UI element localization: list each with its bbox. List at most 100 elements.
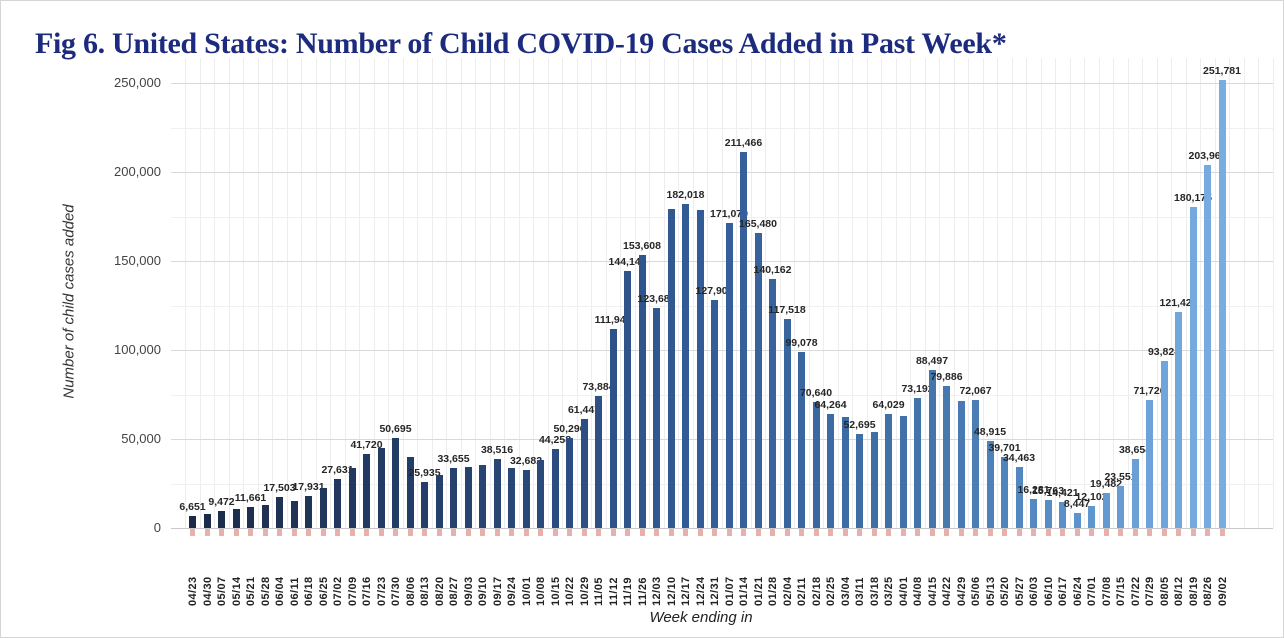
x-tick-label: 05/20 bbox=[999, 576, 1011, 606]
bar-value-label: 38,654 bbox=[1118, 444, 1152, 457]
vertical-gridline bbox=[1040, 58, 1042, 528]
bar-08/06 bbox=[406, 456, 414, 528]
minor-gridline bbox=[171, 305, 1273, 307]
baseline-tick bbox=[755, 529, 761, 536]
vertical-gridline bbox=[1084, 58, 1086, 528]
baseline-tick bbox=[378, 529, 384, 536]
bar-value-label: 70,640 bbox=[799, 387, 833, 400]
baseline-tick bbox=[625, 529, 630, 536]
x-tick-label: 04/08 bbox=[912, 576, 924, 606]
bar-05/07 bbox=[218, 511, 225, 528]
vertical-gridline bbox=[1200, 58, 1202, 528]
baseline-tick bbox=[364, 529, 369, 536]
vertical-gridline bbox=[199, 58, 201, 528]
vertical-gridline bbox=[953, 58, 955, 528]
vertical-gridline bbox=[634, 58, 636, 528]
baseline-tick bbox=[567, 529, 572, 536]
bar-10/01 bbox=[522, 469, 530, 528]
x-tick-label: 03/04 bbox=[839, 576, 852, 606]
bar-value-label: 140,162 bbox=[753, 263, 792, 276]
vertical-gridline bbox=[518, 58, 520, 528]
x-tick-label: 06/17 bbox=[1057, 576, 1069, 606]
x-tick-label: 10/08 bbox=[535, 576, 547, 606]
baseline-tick bbox=[668, 529, 674, 536]
baseline-tick bbox=[1161, 529, 1167, 536]
bar-value-label: 16,281 bbox=[1017, 484, 1050, 497]
x-tick-label: 06/18 bbox=[303, 576, 315, 606]
x-tick-label: 01/21 bbox=[752, 576, 765, 606]
baseline-tick bbox=[929, 529, 935, 536]
x-tick-label: 03/18 bbox=[868, 576, 881, 606]
baseline-tick bbox=[204, 529, 210, 536]
x-tick-label: 07/30 bbox=[390, 576, 402, 606]
x-tick-label: 08/05 bbox=[1158, 576, 1171, 606]
vertical-gridline bbox=[1229, 58, 1231, 528]
baseline-tick bbox=[842, 529, 848, 536]
bar-value-label: 211,466 bbox=[724, 136, 763, 149]
bar-value-label: 182,018 bbox=[666, 189, 705, 201]
baseline-tick bbox=[1176, 529, 1181, 536]
bar-value-label: 12,102 bbox=[1075, 491, 1108, 504]
bar-value-label: 93,824 bbox=[1147, 345, 1181, 358]
vertical-gridline bbox=[939, 58, 941, 528]
major-gridline bbox=[171, 350, 1273, 351]
baseline-tick bbox=[581, 529, 587, 536]
x-axis-line bbox=[171, 528, 1273, 529]
vertical-gridline bbox=[286, 58, 288, 528]
vertical-gridline bbox=[475, 58, 477, 528]
vertical-gridline bbox=[359, 58, 361, 528]
vertical-gridline bbox=[823, 58, 825, 528]
vertical-gridline bbox=[765, 58, 767, 528]
x-tick-label: 11/05 bbox=[593, 577, 605, 606]
baseline-tick bbox=[1089, 529, 1094, 536]
bar-06/11 bbox=[290, 501, 298, 528]
vertical-gridline bbox=[1142, 58, 1144, 528]
vertical-gridline bbox=[620, 58, 622, 528]
bar-value-label: 203,962 bbox=[1188, 149, 1227, 162]
x-tick-label: 09/02 bbox=[1216, 576, 1229, 606]
baseline-tick bbox=[248, 529, 253, 536]
baseline-tick bbox=[886, 529, 891, 536]
baseline-tick bbox=[1031, 529, 1036, 536]
major-gridline bbox=[171, 261, 1273, 262]
bar-value-label: 14,421 bbox=[1046, 487, 1079, 500]
baseline-tick bbox=[697, 529, 703, 536]
bar-04/08 bbox=[914, 397, 921, 528]
bar-08/26 bbox=[1204, 164, 1211, 528]
bar-06/17 bbox=[1059, 502, 1066, 528]
x-tick-label: 09/17 bbox=[491, 576, 504, 606]
bar-10/22 bbox=[566, 438, 573, 528]
baseline-tick bbox=[523, 529, 529, 536]
vertical-gridline bbox=[185, 58, 187, 528]
baseline-tick bbox=[291, 529, 297, 536]
baseline-tick bbox=[552, 529, 558, 536]
vertical-gridline bbox=[1026, 58, 1028, 528]
bar-value-label: 111,945 bbox=[594, 313, 632, 326]
bar-05/27 bbox=[1015, 466, 1023, 528]
bar-value-label: 171,079 bbox=[710, 208, 748, 221]
vertical-gridline bbox=[330, 58, 332, 528]
baseline-tick bbox=[741, 529, 746, 536]
vertical-gridline bbox=[692, 58, 694, 528]
bar-07/23 bbox=[377, 447, 385, 528]
bar-value-label: 180,175 bbox=[1174, 192, 1212, 205]
bar-11/26 bbox=[638, 254, 646, 528]
bar-07/22 bbox=[1131, 459, 1139, 528]
chart-title: Fig 6. United States: Number of Child CO… bbox=[35, 27, 1007, 61]
vertical-gridline bbox=[214, 58, 216, 528]
bar-08/27 bbox=[450, 468, 457, 528]
baseline-tick bbox=[262, 529, 268, 536]
baseline-tick bbox=[335, 529, 340, 536]
bar-12/03 bbox=[653, 307, 660, 528]
x-tick-label: 05/14 bbox=[230, 576, 243, 606]
vertical-gridline bbox=[562, 58, 564, 528]
vertical-gridline bbox=[1098, 58, 1100, 528]
baseline-tick bbox=[1190, 529, 1196, 536]
x-tick-label: 05/06 bbox=[970, 576, 982, 606]
baseline-tick bbox=[1219, 529, 1225, 536]
bar-value-label: 99,078 bbox=[785, 336, 818, 349]
x-tick-label: 06/11 bbox=[288, 577, 301, 606]
bar-value-label: 38,516 bbox=[480, 444, 514, 457]
x-tick-label: 06/04 bbox=[274, 576, 286, 606]
